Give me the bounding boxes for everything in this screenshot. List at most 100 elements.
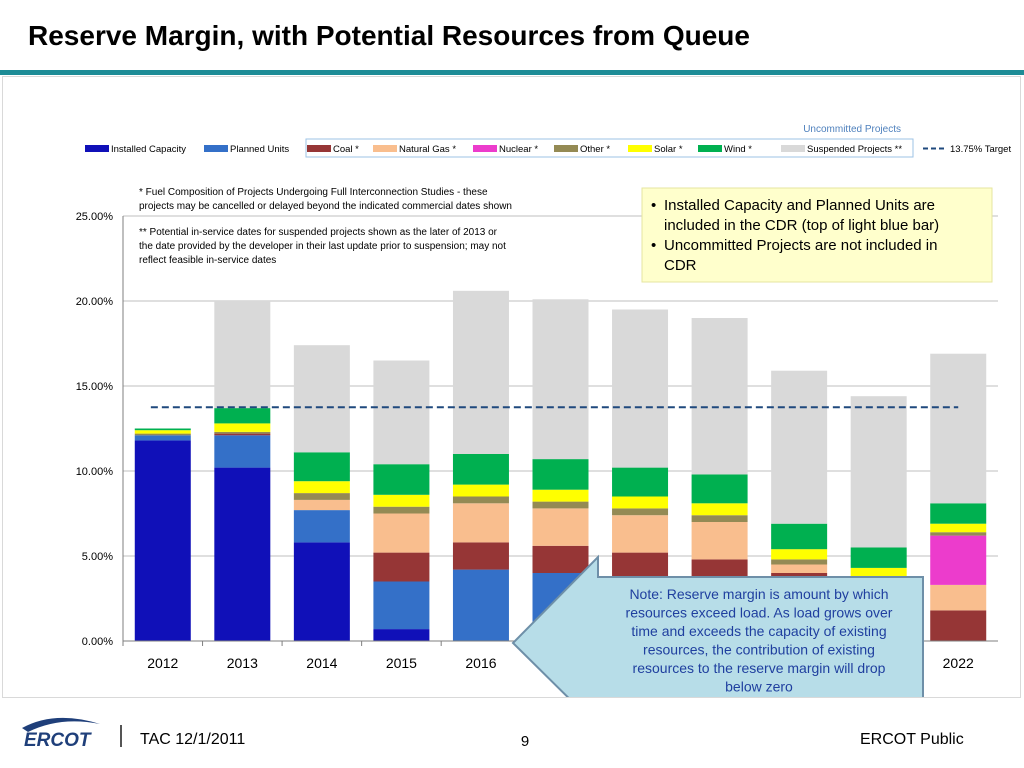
footer-meeting-date: TAC 12/1/2011 (140, 731, 246, 748)
bar-installed-capacity-2013 (214, 467, 271, 641)
bar-other-2014 (293, 493, 350, 500)
info-box-line: included in the CDR (top of light blue b… (664, 217, 939, 234)
bar-solar-2013 (214, 423, 271, 432)
legend-label-installed-capacity: Installed Capacity (111, 144, 186, 155)
bar-coal-2022 (930, 610, 987, 641)
bar-other-2013 (214, 431, 271, 434)
bar-nuclear-2022 (930, 535, 987, 585)
info-box-line: CDR (664, 257, 697, 274)
x-tick-label: 2016 (465, 655, 496, 671)
bar-natural-gas-2022 (930, 584, 987, 611)
bar-solar-2016 (452, 484, 509, 497)
legend-uncommitted-frame (305, 138, 914, 158)
cdr-info-box (641, 187, 993, 283)
callout-text-line: time and exceeds the capacity of existin… (631, 623, 886, 639)
legend-label-target: 13.75% Target (950, 144, 1011, 155)
legend-swatch-installed-capacity (85, 145, 109, 152)
logo-swoosh (22, 717, 100, 732)
reserve-margin-chart: 0.00% 5.00% 10.00% 15.00% 20.00% 25.00% 2012 20… (76, 124, 1011, 730)
bar-wind-2021 (850, 547, 907, 568)
bar-coal-2017 (532, 545, 589, 573)
bar-suspended-projects-2020 (771, 370, 828, 524)
legend-label-natural-gas: Natural Gas * (399, 144, 456, 155)
bar-other-2019 (691, 515, 748, 522)
bar-solar-2017 (532, 489, 589, 502)
bar-suspended-projects-2022 (930, 353, 987, 504)
bar-suspended-projects-2016 (452, 290, 509, 454)
chart-frame: 0.00% 5.00% 10.00% 15.00% 20.00% 25.00% 2012 20… (2, 76, 1021, 730)
callout-text-line: resources to the reserve margin will dro… (633, 660, 886, 676)
bar-wind-2014 (293, 452, 350, 482)
callout-text-line: below zero (725, 679, 793, 695)
y-tick-label: 0.00% (82, 636, 113, 648)
legend-swatch-wind (698, 145, 722, 152)
legend-swatch-nuclear (473, 145, 497, 152)
bar-planned-units-2013 (214, 435, 271, 468)
bar-natural-gas-2018 (612, 515, 669, 553)
bar-wind-2019 (691, 474, 748, 504)
slide-title: Reserve Margin, with Potential Resources… (28, 20, 750, 51)
title-divider (0, 70, 1024, 75)
bar-wind-2016 (452, 454, 509, 485)
bar-suspended-projects-2014 (293, 345, 350, 453)
callout-text-line: resources, the contribution of existing (643, 642, 875, 658)
bar-other-2018 (612, 508, 669, 516)
bar-planned-units-2016 (452, 569, 509, 641)
footer-divider (120, 725, 122, 747)
bar-other-2016 (452, 496, 509, 504)
y-tick-label: 15.00% (76, 381, 114, 393)
legend-label-coal: Coal * (333, 144, 359, 155)
bar-solar-2020 (771, 549, 828, 560)
bar-wind-2013 (214, 408, 271, 424)
bar-other-2012 (134, 433, 191, 436)
logo-text: ERCOT (24, 730, 92, 751)
footnote-suspended-line-2: the date provided by the developer in th… (139, 241, 506, 252)
bar-wind-2020 (771, 523, 828, 550)
bar-other-2022 (930, 532, 987, 536)
bar-planned-units-2015 (373, 581, 430, 630)
legend-label-suspended-projects: Suspended Projects ** (807, 144, 902, 155)
bar-natural-gas-2017 (532, 508, 589, 546)
bar-suspended-projects-2017 (532, 299, 589, 460)
bar-coal-2013 (214, 433, 271, 436)
ercot-logo: ERCOT (22, 717, 100, 751)
x-tick-label: 2022 (943, 655, 974, 671)
footnote-fuel-line-1: * Fuel Composition of Projects Undergoin… (139, 187, 488, 198)
bar-wind-2015 (373, 464, 430, 495)
bar-solar-2012 (134, 430, 191, 434)
bar-suspended-projects-2015 (373, 360, 430, 465)
y-tick-label: 25.00% (76, 211, 114, 223)
info-box-line: Installed Capacity and Planned Units are (664, 197, 935, 214)
bar-natural-gas-2015 (373, 513, 430, 553)
legend-label-wind: Wind * (724, 144, 752, 155)
bar-installed-capacity-2015 (373, 629, 430, 641)
bar-coal-2015 (373, 552, 430, 582)
legend-swatch-solar (628, 145, 652, 152)
legend-swatch-coal (307, 145, 331, 152)
bar-wind-2017 (532, 459, 589, 490)
bar-solar-2018 (612, 496, 669, 509)
info-box-line: Uncommitted Projects are not included in (664, 237, 937, 254)
legend-label-solar: Solar * (654, 144, 683, 155)
legend-swatch-planned-units (204, 145, 228, 152)
bar-solar-2019 (691, 503, 748, 516)
bar-suspended-projects-2013 (214, 301, 271, 409)
x-tick-label: 2014 (306, 655, 337, 671)
callout-text-line: Note: Reserve margin is amount by which (629, 586, 888, 602)
legend-swatch-suspended-projects (781, 145, 805, 152)
bar-solar-2015 (373, 494, 430, 507)
footnote-fuel-line-2: projects may be cancelled or delayed bey… (139, 201, 512, 212)
bar-installed-capacity-2014 (293, 542, 350, 641)
legend-label-planned-units: Planned Units (230, 144, 289, 155)
info-bullet: • (651, 237, 656, 254)
bar-wind-2012 (134, 428, 191, 431)
bar-natural-gas-2016 (452, 503, 509, 543)
y-tick-label: 20.00% (76, 296, 114, 308)
legend-swatch-natural-gas (373, 145, 397, 152)
legend-group-label: Uncommitted Projects (803, 124, 901, 135)
bar-natural-gas-2014 (293, 499, 350, 511)
bar-solar-2021 (850, 567, 907, 577)
bar-other-2017 (532, 501, 589, 509)
bar-wind-2018 (612, 467, 669, 497)
bar-suspended-projects-2021 (850, 396, 907, 548)
